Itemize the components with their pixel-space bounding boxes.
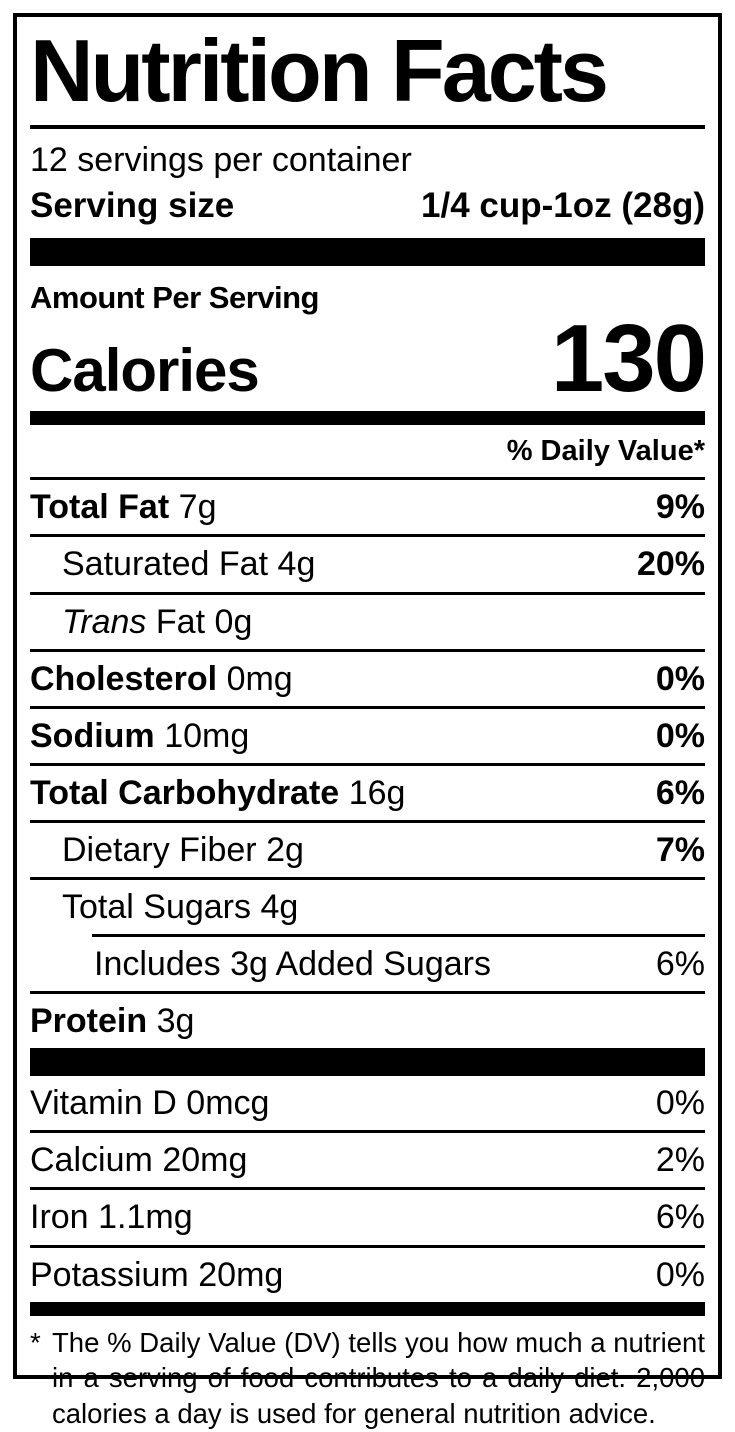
nutrient-name: Saturated Fat xyxy=(62,545,269,584)
serving-size-label: Serving size xyxy=(30,186,235,226)
nutrient-dv: 20% xyxy=(636,545,705,584)
daily-value-header: % Daily Value* xyxy=(506,435,705,468)
row-iron: Iron 1.1mg 6% xyxy=(30,1187,705,1244)
vitamin-name: Calcium xyxy=(30,1141,153,1180)
nutrient-dv: 0% xyxy=(655,716,705,755)
row-protein: Protein 3g xyxy=(30,991,705,1048)
amount-per-serving-label: Amount Per Serving xyxy=(30,280,320,316)
calories-value: 130 xyxy=(550,305,707,413)
row-total-fat: Total Fat 7g 9% xyxy=(30,477,705,534)
vitamin-name: Iron xyxy=(30,1198,89,1237)
nutrient-dv: 6% xyxy=(655,773,705,812)
nutrient-label: Total Fat 7g xyxy=(30,488,216,527)
row-trans-fat: Trans Fat 0g xyxy=(30,591,705,649)
nutrient-label: Dietary Fiber 2g xyxy=(30,831,304,870)
vitamin-name: Vitamin D xyxy=(30,1084,177,1123)
nutrient-name: Dietary Fiber xyxy=(62,830,257,869)
vitamin-amount: 20mg xyxy=(198,1255,284,1294)
divider-thick-vitamins xyxy=(30,1048,705,1077)
nutrient-label: Total Sugars 4g xyxy=(30,888,298,927)
nutrient-label: Saturated Fat 4g xyxy=(30,545,315,584)
row-dietary-fiber: Dietary Fiber 2g 7% xyxy=(30,819,705,877)
divider-medium-calories xyxy=(30,411,705,426)
vitamin-dv: 0% xyxy=(655,1255,705,1294)
nutrient-label: Includes 3g Added Sugars xyxy=(92,945,491,984)
nutrient-amount: 4g xyxy=(260,888,299,926)
nutrient-dv: 6% xyxy=(655,945,705,984)
vitamin-amount: 20mg xyxy=(162,1141,248,1180)
row-total-carbohydrate: Total Carbohydrate 16g 6% xyxy=(30,762,705,820)
vitamin-label: Potassium 20mg xyxy=(30,1256,283,1295)
vitamin-amount: 1.1mg xyxy=(98,1198,193,1237)
nutrient-name: Total Carbohydrate xyxy=(30,773,340,812)
vitamin-amount: 0mcg xyxy=(186,1084,270,1123)
calories-label: Calories xyxy=(30,337,260,405)
nutrient-amount: 10mg xyxy=(164,716,250,755)
servings-per-container: 12 servings per container xyxy=(30,141,412,179)
vitamin-label: Iron 1.1mg xyxy=(30,1198,193,1237)
serving-size-value: 1/4 cup-1oz (28g) xyxy=(421,186,705,226)
calories-row: Calories 130 xyxy=(30,305,707,413)
nutrient-name: Trans xyxy=(62,602,147,641)
nutrient-name: Sodium xyxy=(30,716,155,755)
row-calcium: Calcium 20mg 2% xyxy=(30,1130,705,1187)
nutrient-amount: 0g xyxy=(214,602,253,641)
nutrient-amount: 4g xyxy=(277,545,316,584)
nutrient-name: Protein xyxy=(30,1002,148,1041)
nutrient-name: Total Fat xyxy=(30,488,170,527)
nutrient-name: Cholesterol xyxy=(30,659,218,698)
row-total-sugars: Total Sugars 4g xyxy=(30,877,705,934)
divider-thick-top xyxy=(30,238,705,267)
nutrient-name: Includes 3g Added Sugars xyxy=(94,945,491,984)
vitamin-dv: 0% xyxy=(655,1084,705,1123)
vitamin-dv: 2% xyxy=(655,1141,705,1180)
nutrient-dv: 7% xyxy=(655,830,705,869)
row-cholesterol: Cholesterol 0mg 0% xyxy=(30,648,705,706)
nutrient-label: Total Carbohydrate 16g xyxy=(30,774,405,813)
footnote: * The % Daily Value (DV) tells you how m… xyxy=(30,1325,705,1432)
vitamin-dv: 6% xyxy=(655,1198,705,1237)
divider-medium-footnote xyxy=(30,1301,705,1316)
row-saturated-fat: Saturated Fat 4g 20% xyxy=(30,534,705,591)
nutrition-facts-panel: Nutrition Facts 12 servings per containe… xyxy=(13,13,722,1429)
nutrient-amount: 0mg xyxy=(226,659,293,698)
nutrient-name-suffix: Fat xyxy=(155,602,206,641)
nutrient-label: Trans Fat 0g xyxy=(30,603,252,642)
nutrient-label: Sodium 10mg xyxy=(30,717,249,756)
nutrient-dv: 9% xyxy=(655,488,705,527)
serving-size-row: Serving size 1/4 cup-1oz (28g) xyxy=(30,186,705,226)
nutrient-amount: 16g xyxy=(348,773,406,812)
label-title: Nutrition Facts xyxy=(30,25,705,129)
row-vitamin-d: Vitamin D 0mcg 0% xyxy=(30,1076,705,1130)
vitamin-name: Potassium xyxy=(30,1255,189,1294)
nutrient-name: Total Sugars xyxy=(62,888,251,926)
nutrient-amount: 2g xyxy=(266,830,304,869)
vitamin-label: Calcium 20mg xyxy=(30,1141,247,1180)
footnote-asterisk: * xyxy=(30,1326,41,1358)
nutrient-label: Protein 3g xyxy=(30,1002,194,1041)
nutrient-dv: 0% xyxy=(655,659,705,698)
nutrient-amount: 7g xyxy=(178,488,217,527)
nutrient-label: Cholesterol 0mg xyxy=(30,660,293,699)
nutrition-label-sheet: Nutrition Facts 12 servings per containe… xyxy=(13,13,722,1430)
vitamin-label: Vitamin D 0mcg xyxy=(30,1084,269,1123)
footnote-text: The % Daily Value (DV) tells you how muc… xyxy=(52,1326,705,1430)
row-added-sugars: Includes 3g Added Sugars 6% xyxy=(92,934,705,991)
nutrient-amount: 3g xyxy=(156,1002,195,1041)
row-potassium: Potassium 20mg 0% xyxy=(30,1244,705,1302)
row-sodium: Sodium 10mg 0% xyxy=(30,705,705,763)
